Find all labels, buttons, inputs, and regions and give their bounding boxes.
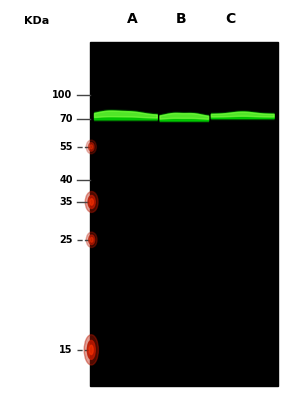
Ellipse shape (88, 143, 94, 151)
Ellipse shape (88, 196, 95, 208)
Text: B: B (176, 12, 186, 26)
Text: 35: 35 (59, 197, 73, 207)
Text: 25: 25 (59, 235, 73, 245)
Text: C: C (226, 12, 236, 26)
Text: 70: 70 (59, 114, 73, 124)
Text: 40: 40 (59, 174, 73, 185)
Text: 55: 55 (59, 142, 73, 152)
Ellipse shape (85, 192, 98, 212)
Ellipse shape (89, 345, 93, 355)
Ellipse shape (90, 199, 93, 205)
Ellipse shape (86, 232, 97, 248)
Text: A: A (127, 12, 138, 26)
Ellipse shape (90, 237, 93, 242)
Text: KDa: KDa (24, 16, 50, 26)
Ellipse shape (87, 340, 95, 359)
Ellipse shape (86, 140, 96, 154)
Text: 15: 15 (59, 345, 73, 355)
Ellipse shape (90, 145, 93, 149)
Ellipse shape (89, 235, 95, 245)
Text: 100: 100 (52, 90, 73, 100)
Ellipse shape (84, 335, 98, 365)
Bar (90, 42, 278, 386)
